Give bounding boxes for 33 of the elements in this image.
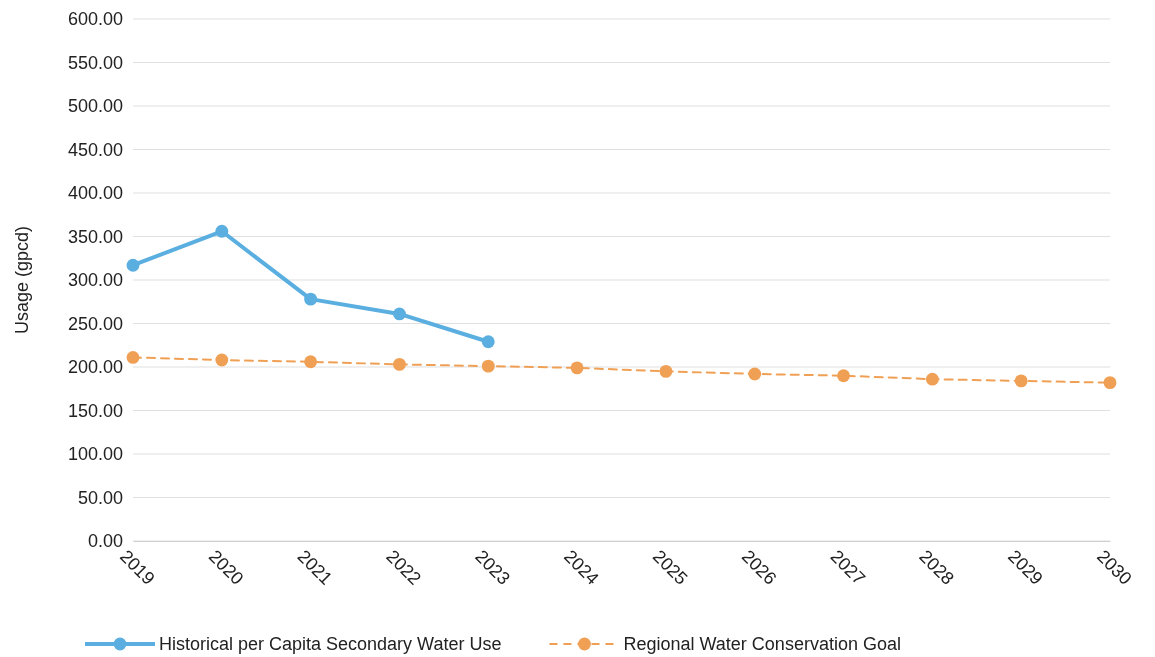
- point: [481, 335, 495, 349]
- point: [570, 361, 584, 375]
- y-tick-label: 450.00: [67, 139, 123, 160]
- y-tick-label: 100.00: [67, 444, 123, 465]
- y-tick-label: 350.00: [67, 226, 123, 247]
- point: [304, 292, 318, 306]
- y-tick-label: 600.00: [67, 9, 123, 30]
- point: [215, 353, 229, 367]
- y-tick-label: 150.00: [67, 400, 123, 421]
- point: [1014, 374, 1028, 388]
- y-tick-label: 500.00: [67, 96, 123, 117]
- point: [748, 367, 762, 381]
- legend-label: Regional Water Conservation Goal: [623, 634, 901, 655]
- y-tick-label: 400.00: [67, 183, 123, 204]
- y-tick-label: 250.00: [67, 313, 123, 334]
- point: [925, 372, 939, 386]
- point: [481, 359, 495, 373]
- y-tick-label: 0.00: [87, 531, 123, 552]
- y-tick-label: 200.00: [67, 357, 123, 378]
- point: [126, 351, 140, 364]
- legend-label: Historical per Capita Secondary Water Use: [159, 634, 502, 655]
- y-tick-label: 50.00: [77, 487, 123, 508]
- point: [126, 258, 140, 272]
- point: [393, 307, 406, 321]
- point: [393, 357, 406, 371]
- y-axis-title: Usage (gpcd): [12, 225, 32, 335]
- point: [659, 364, 673, 378]
- point: [215, 224, 229, 238]
- point: [1103, 376, 1117, 390]
- point: [304, 355, 318, 369]
- y-tick-label: 300.00: [67, 270, 123, 291]
- point: [837, 369, 850, 383]
- y-tick-label: 550.00: [67, 52, 123, 73]
